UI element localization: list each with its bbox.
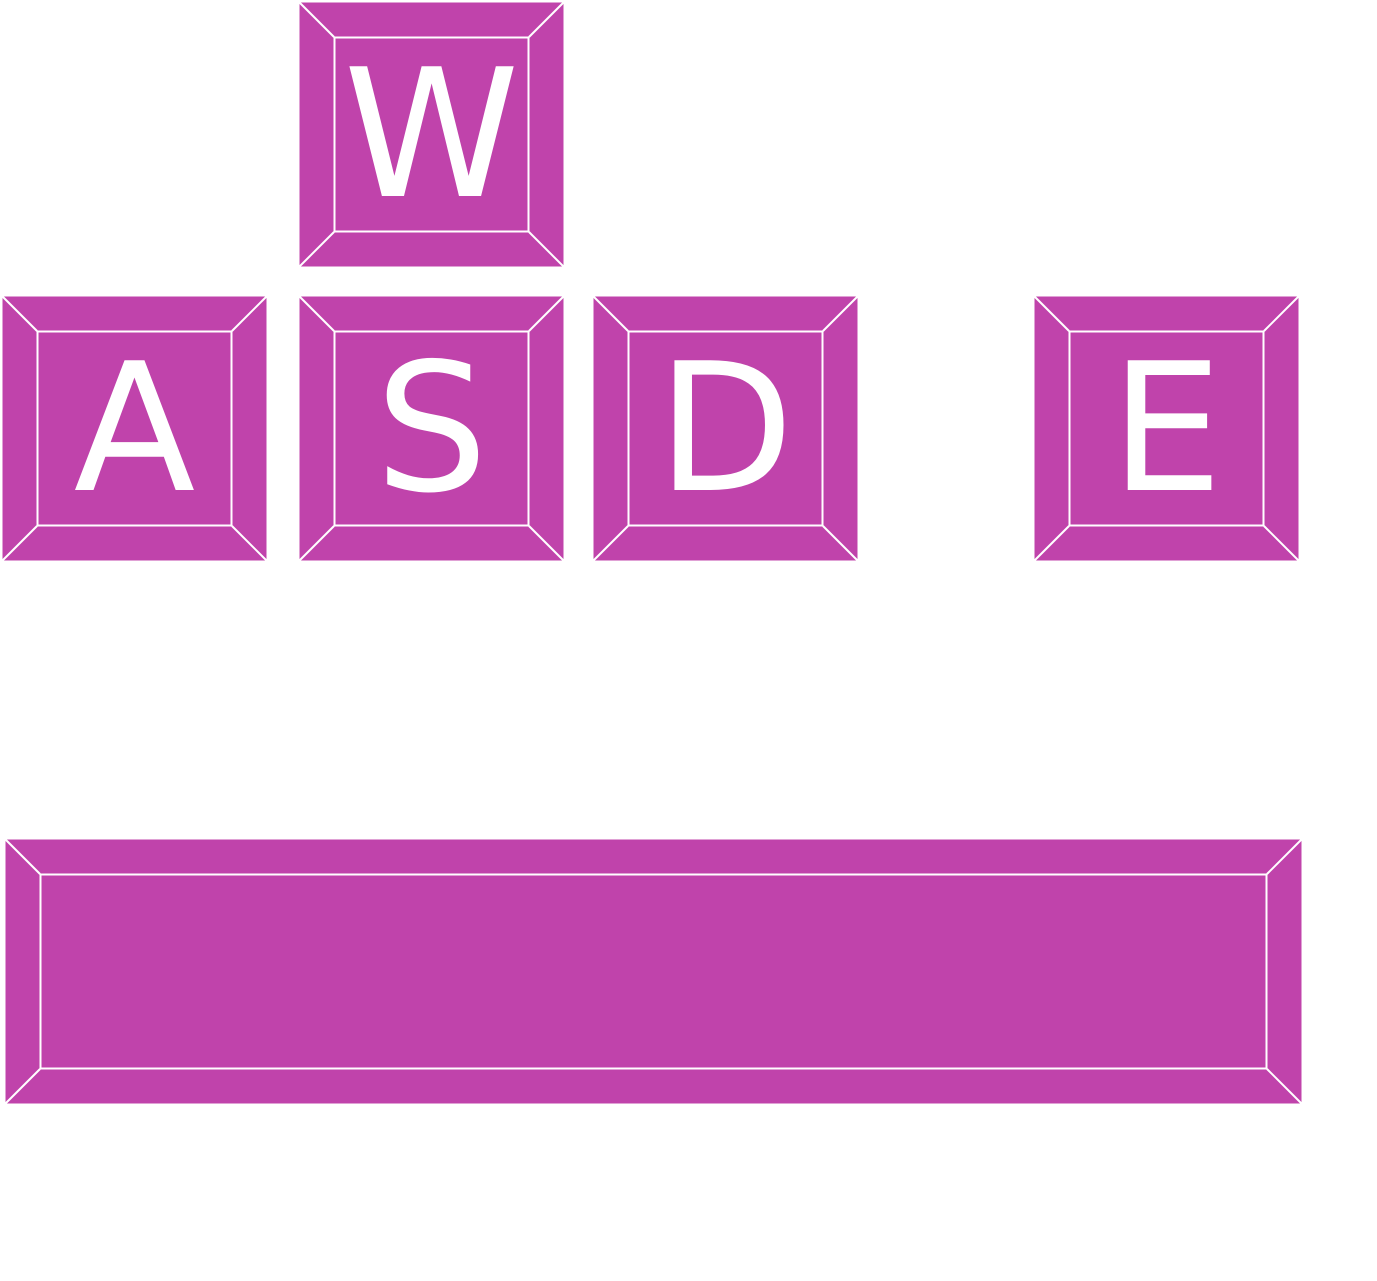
a-key[interactable]: A <box>0 294 269 563</box>
e-key[interactable]: E <box>1032 294 1301 563</box>
keycap-bevel <box>0 294 269 563</box>
a-key-label: A <box>73 324 196 532</box>
spacebar-key-label <box>4 838 1303 1105</box>
s-key[interactable]: S <box>297 294 566 563</box>
w-key-label: W <box>343 30 520 238</box>
keycap-bevel <box>297 0 566 269</box>
keycap-bevel <box>3 837 1304 1106</box>
e-key-label: E <box>1110 324 1223 532</box>
keycap-bevel <box>297 294 566 563</box>
spacebar-key[interactable] <box>3 837 1304 1106</box>
d-key-label: D <box>656 324 795 532</box>
keycap-bevel <box>591 294 860 563</box>
s-key-label: S <box>375 324 488 532</box>
w-key[interactable]: W <box>297 0 566 269</box>
d-key[interactable]: D <box>591 294 860 563</box>
keycap-bevel <box>1032 294 1301 563</box>
